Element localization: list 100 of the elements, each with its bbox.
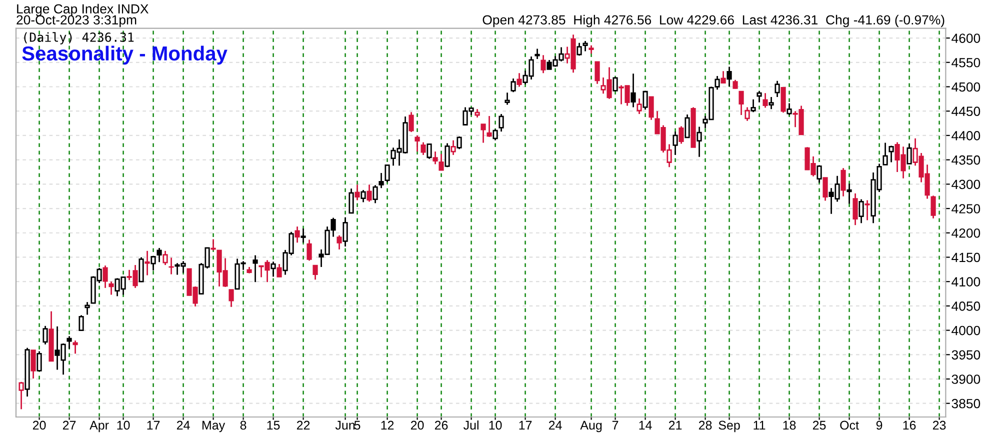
x-tick-label: Sep — [718, 420, 740, 432]
candlestick — [336, 234, 342, 250]
candlestick — [486, 115, 492, 138]
x-tick-label: 7 — [612, 420, 618, 430]
candlestick — [888, 144, 894, 163]
annotation: (Daily) 4236.31 — [24, 32, 134, 44]
x-tick-label: 12 — [381, 420, 394, 430]
x-tick-label: 25 — [812, 420, 826, 430]
candlestick — [696, 126, 702, 158]
candlestick — [294, 226, 300, 244]
candlestick — [354, 184, 360, 201]
candlestick — [384, 164, 390, 183]
candlestick — [852, 192, 858, 226]
x-tick-label: 10 — [117, 420, 130, 430]
x-tick-label: Jun — [335, 420, 355, 430]
x-tick-label: 17 — [519, 420, 532, 430]
candlestick — [30, 350, 36, 380]
candlestick — [768, 96, 774, 110]
candlestick — [252, 254, 258, 283]
candlestick — [720, 70, 726, 84]
x-tick-label: 15 — [267, 420, 280, 430]
text: Open 4273.85 High 4276.56 Low 4229.66 Last 4236.31 Chg -41.69 (-0.97%) — [482, 14, 944, 28]
candlestick — [156, 247, 162, 263]
y-tick-label: 4350 — [952, 155, 980, 165]
x-tick-label: 5 — [354, 420, 360, 430]
candlestick — [102, 264, 108, 289]
candlestick — [342, 216, 348, 248]
y-tick-label: 4300 — [952, 180, 980, 190]
candlestick — [372, 184, 378, 204]
candlestick — [480, 124, 486, 144]
chart-subtitle: Large Cap Index INDX — [17, 4, 148, 16]
x-tick-label: 24 — [176, 420, 190, 430]
candlestick — [672, 130, 678, 156]
y-tick-label: 4550 — [952, 58, 980, 68]
candlestick — [816, 164, 822, 184]
candlestick — [858, 198, 864, 224]
candlestick — [762, 92, 768, 108]
x-tick-label: May — [202, 420, 226, 432]
candlestick — [594, 61, 600, 85]
candlestick — [846, 182, 852, 204]
candlestick — [630, 72, 636, 108]
candlestick — [498, 113, 504, 132]
candlestick — [360, 189, 366, 203]
y-tick-label: 4500 — [952, 82, 980, 92]
x-tick-label: 26 — [434, 420, 448, 430]
x-tick-label: Aug — [580, 420, 602, 432]
x-tick-label: Apr — [90, 420, 109, 432]
x-tick-label: 17 — [147, 420, 160, 430]
y-tick-label: 4600 — [952, 34, 980, 43]
x-tick-label: 27 — [62, 420, 76, 430]
candlestick — [786, 102, 792, 116]
x-tick-label: 11 — [754, 420, 766, 430]
x-tick-label: 20 — [32, 420, 46, 430]
y-tick-label: 4150 — [952, 252, 980, 262]
y-tick-label: 4250 — [952, 204, 980, 214]
y-tick-label: 4200 — [952, 228, 980, 238]
candlestick — [414, 134, 420, 152]
x-tick-label: 14 — [639, 420, 652, 430]
candlestick — [162, 250, 168, 266]
candlestick — [408, 111, 414, 133]
candlestick — [150, 256, 156, 272]
x-tick-label: 10 — [489, 420, 502, 430]
candlestick — [426, 144, 432, 160]
candlestick — [432, 150, 438, 165]
y-tick-label: 4400 — [952, 131, 980, 140]
x-tick-label: 8 — [240, 420, 246, 430]
candlestick — [366, 184, 372, 202]
candlestick — [138, 256, 144, 283]
candlestick — [36, 350, 42, 372]
x-tick-label: 16 — [903, 420, 916, 430]
candlestick — [348, 188, 354, 214]
y-tick-label: 4000 — [952, 326, 980, 336]
candlestick — [72, 340, 78, 354]
candlestick — [774, 80, 780, 98]
candlestick — [684, 114, 690, 138]
candlestick — [42, 325, 48, 346]
candlestick — [84, 301, 90, 316]
candlestick — [882, 142, 888, 166]
candlestick — [306, 239, 312, 262]
x-tick-label: Jul — [463, 420, 478, 430]
candlestick — [726, 66, 732, 87]
candlestick — [576, 42, 582, 56]
candlestick — [66, 335, 72, 350]
candlestick — [540, 54, 546, 74]
candlestick — [492, 128, 498, 142]
candlestick — [822, 177, 828, 202]
x-tick-label: 22 — [296, 420, 310, 430]
x-tick-label: 20 — [410, 420, 424, 430]
x-tick-label: 23 — [932, 420, 946, 430]
candlestick — [144, 250, 150, 276]
candlestick — [504, 92, 510, 106]
candlestick — [678, 126, 684, 144]
y-tick-label: 3950 — [952, 350, 980, 360]
x-tick-label: 24 — [548, 420, 562, 430]
candlestick — [780, 87, 786, 114]
candlestick — [930, 194, 936, 220]
candlestick — [756, 90, 762, 104]
x-tick-label: 21 — [668, 420, 682, 430]
candlestick — [840, 167, 846, 198]
candlestick — [276, 263, 282, 278]
